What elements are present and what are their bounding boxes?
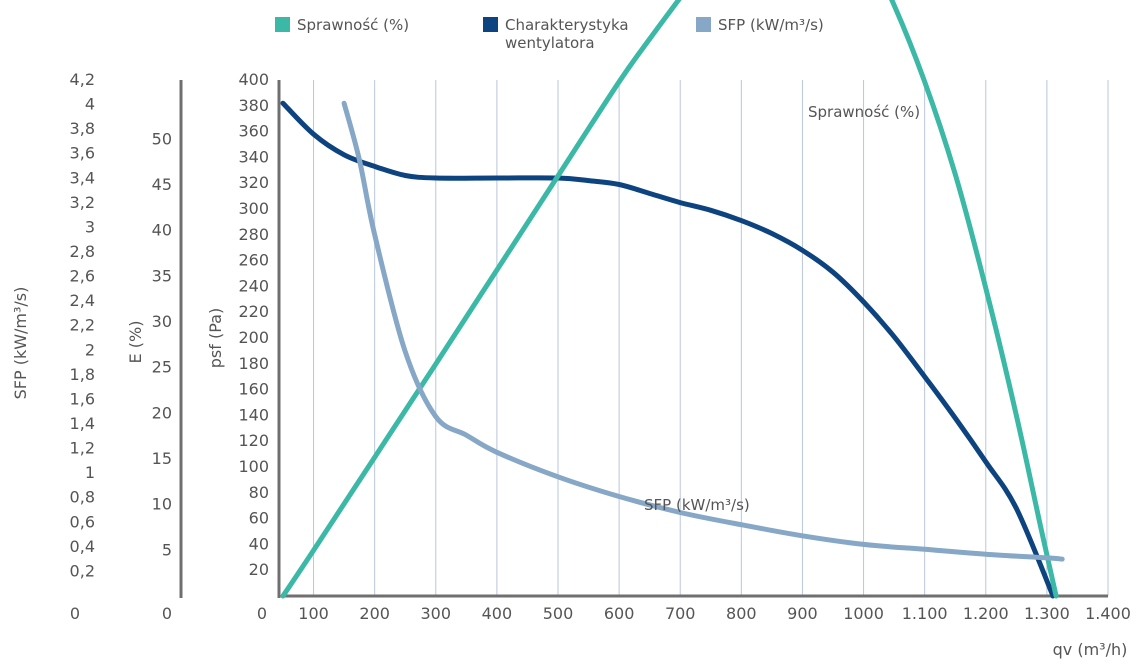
e-tick-label: 40 <box>152 221 172 240</box>
e-tick-label: 25 <box>152 358 172 377</box>
legend-label: Sprawność (%) <box>297 16 409 34</box>
e-tick-label: 35 <box>152 266 172 285</box>
psf-tick-label: 80 <box>249 483 269 502</box>
x-tick-label: 1.100 <box>902 604 948 623</box>
sfp-tick-label: 1 <box>85 463 95 482</box>
x-tick-label: 200 <box>359 604 390 623</box>
x-tick-label: 600 <box>604 604 635 623</box>
sfp-tick-label: 1,8 <box>70 365 95 384</box>
sfp-tick-label: 1,4 <box>70 414 95 433</box>
sfp-tick-label: 0,4 <box>70 537 95 556</box>
sfp-curve-label: SFP (kW/m³/s) <box>644 496 750 514</box>
sfp-tick-label: 3,4 <box>70 168 95 187</box>
e-tick-label: 5 <box>162 540 172 559</box>
psf-tick-label: 160 <box>238 380 269 399</box>
sfp-tick-label: 2,6 <box>70 267 95 286</box>
legend-swatch <box>275 17 290 32</box>
psf-tick-label: 380 <box>238 96 269 115</box>
psf-tick-label: 40 <box>249 534 269 553</box>
x-tick-label: 300 <box>421 604 452 623</box>
psf-tick-label: 260 <box>238 251 269 270</box>
x-tick-label: 100 <box>298 604 329 623</box>
legend-swatch <box>483 17 498 32</box>
e-axis-title: E (%) <box>126 321 145 364</box>
psf-tick-label: 300 <box>238 199 269 218</box>
x-tick-label: 400 <box>482 604 513 623</box>
e-tick-label: 0 <box>162 604 172 623</box>
sfp-tick-label: 4,2 <box>70 70 95 89</box>
psf-tick-label: 340 <box>238 147 269 166</box>
x-tick-label: 900 <box>787 604 818 623</box>
series-line-sfp <box>341 100 1065 562</box>
x-tick-label: 1.300 <box>1024 604 1070 623</box>
psf-tick-label: 120 <box>238 431 269 450</box>
sfp-tick-label: 0 <box>70 604 80 623</box>
sfp-tick-label: 2 <box>85 340 95 359</box>
x-tick-label: 1.200 <box>963 604 1009 623</box>
series-line-fan-characteristic <box>280 100 1056 599</box>
sfp-tick-label: 3,8 <box>70 119 95 138</box>
psf-tick-label: 200 <box>238 328 269 347</box>
psf-tick-label: 220 <box>238 302 269 321</box>
psf-tick-label: 0 <box>257 604 267 623</box>
psf-tick-label: 240 <box>238 276 269 295</box>
x-tick-label: 1000 <box>843 604 884 623</box>
psf-tick-label: 280 <box>238 225 269 244</box>
e-tick-label: 10 <box>152 495 172 514</box>
sfp-tick-label: 0,2 <box>70 561 95 580</box>
efficiency-curve-label: Sprawność (%) <box>808 103 920 121</box>
psf-tick-label: 360 <box>238 122 269 141</box>
sfp-tick-label: 0,6 <box>70 512 95 531</box>
e-tick-label: 30 <box>152 312 172 331</box>
x-axis-title: qv (m³/h) <box>1053 640 1128 659</box>
legend-swatch <box>696 17 711 32</box>
series-line-efficiency <box>280 0 1059 599</box>
sfp-axis-title: SFP (kW/m³/s) <box>11 287 30 400</box>
sfp-tick-label: 2,2 <box>70 316 95 335</box>
sfp-tick-label: 2,4 <box>70 291 95 310</box>
psf-tick-label: 320 <box>238 173 269 192</box>
sfp-tick-label: 1,2 <box>70 439 95 458</box>
psf-axis-title: psf (Pa) <box>206 308 225 368</box>
sfp-tick-label: 3,2 <box>70 193 95 212</box>
psf-tick-label: 100 <box>238 457 269 476</box>
sfp-tick-label: 1,6 <box>70 389 95 408</box>
legend-label: wentylatora <box>505 34 595 52</box>
psf-tick-label: 140 <box>238 405 269 424</box>
x-tick-label: 800 <box>726 604 757 623</box>
x-tick-label: 1.400 <box>1085 604 1131 623</box>
psf-tick-label: 400 <box>238 70 269 89</box>
e-tick-label: 15 <box>152 449 172 468</box>
x-tick-label: 700 <box>665 604 696 623</box>
x-tick-label: 500 <box>543 604 574 623</box>
e-tick-label: 20 <box>152 403 172 422</box>
legend-label: SFP (kW/m³/s) <box>718 16 824 34</box>
sfp-tick-label: 0,8 <box>70 488 95 507</box>
sfp-tick-label: 3,6 <box>70 144 95 163</box>
e-tick-label: 45 <box>152 175 172 194</box>
sfp-tick-label: 2,8 <box>70 242 95 261</box>
e-tick-label: 50 <box>152 129 172 148</box>
psf-tick-label: 180 <box>238 354 269 373</box>
psf-tick-label: 20 <box>249 560 269 579</box>
legend-label: Charakterystyka <box>505 16 629 34</box>
sfp-tick-label: 4 <box>85 95 95 114</box>
psf-tick-label: 60 <box>249 509 269 528</box>
sfp-tick-label: 3 <box>85 217 95 236</box>
